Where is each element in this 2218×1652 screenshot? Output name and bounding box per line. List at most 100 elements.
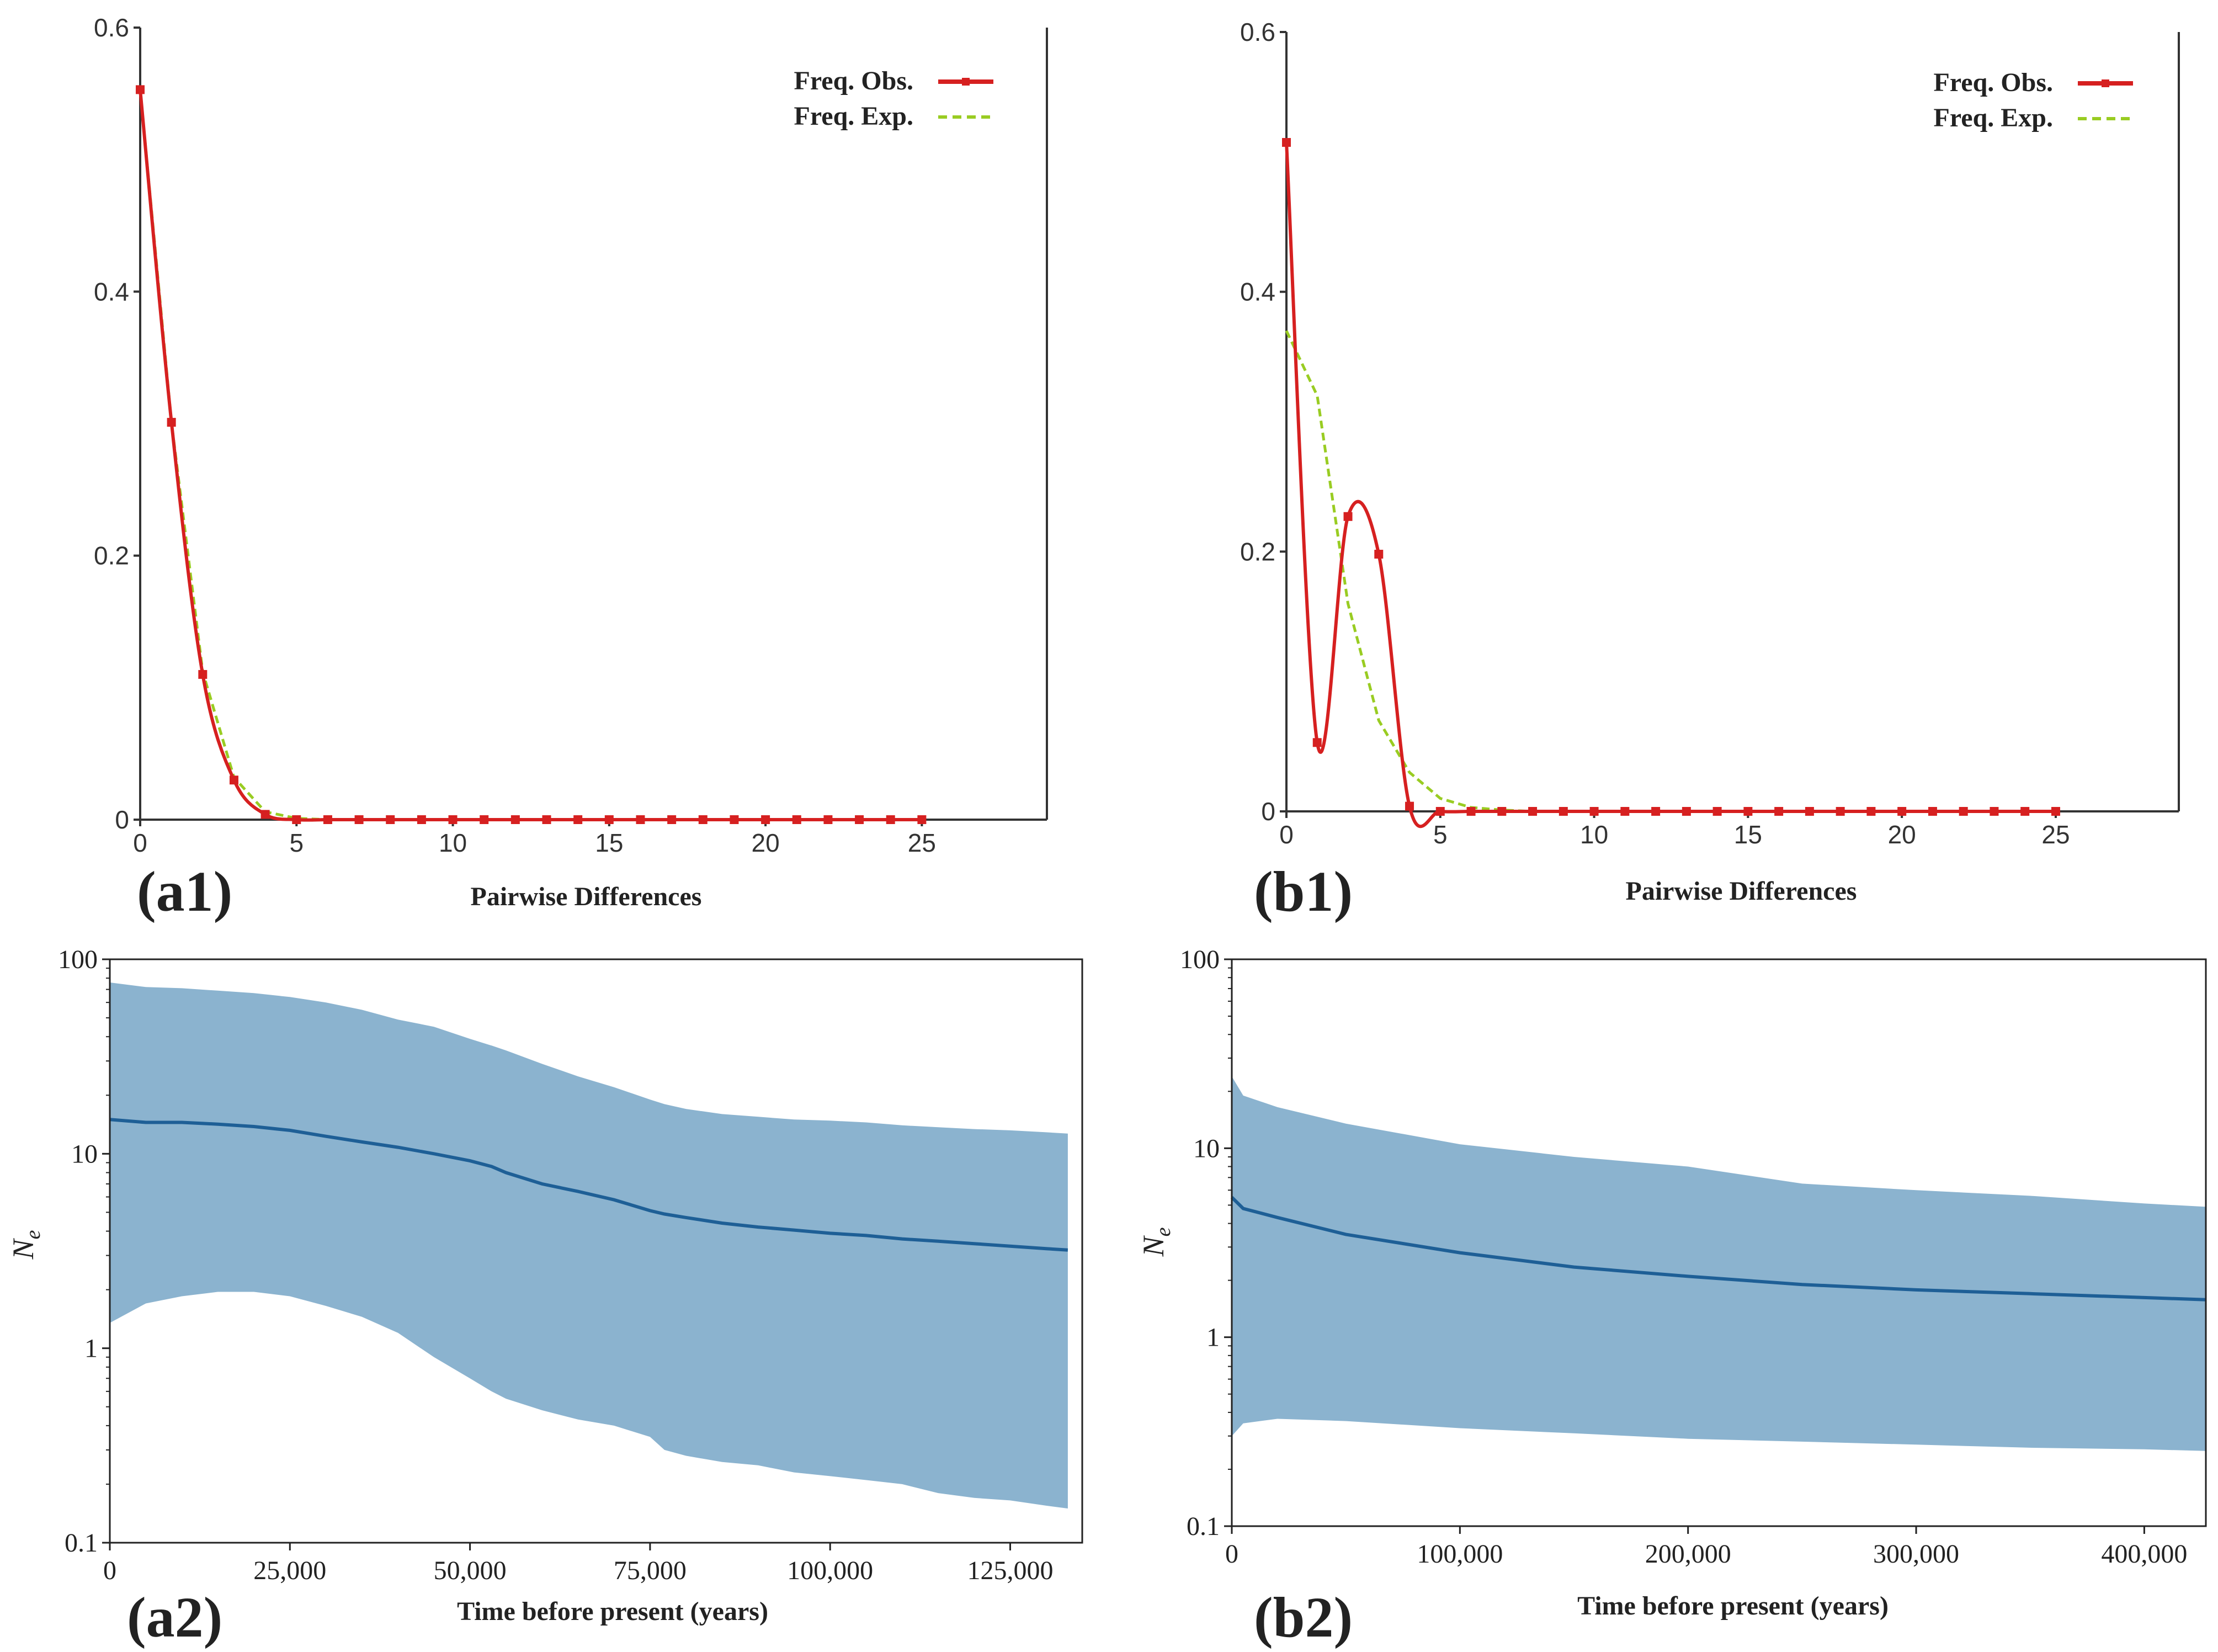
x-tick-label: 0 <box>133 828 147 857</box>
data-point-freq-obs <box>2020 807 2030 816</box>
data-point-freq-obs <box>386 815 395 824</box>
data-point-freq-obs <box>1774 807 1784 816</box>
panel-label: (b2) <box>1254 1586 1353 1649</box>
y-axis-label-subscript: e <box>1152 1227 1175 1236</box>
data-point-freq-obs <box>917 815 927 824</box>
plot-frame <box>1231 958 2207 1527</box>
x-tick-label: 25,000 <box>253 1556 326 1585</box>
x-tick-label: 10 <box>1580 820 1608 849</box>
data-point-freq-obs <box>698 815 708 824</box>
x-tick-label: 20 <box>752 828 780 857</box>
data-point-freq-obs <box>167 418 176 427</box>
data-point-freq-obs <box>448 815 458 824</box>
y-axis-label: Ne <box>1137 1227 1175 1257</box>
x-tick-label: 125,000 <box>967 1556 1053 1585</box>
y-axis-label-subscript: e <box>22 1230 45 1239</box>
data-point-freq-obs <box>1743 807 1753 816</box>
x-tick-label: 15 <box>1734 820 1762 849</box>
hpd-interval-band <box>1232 1076 2206 1451</box>
data-point-freq-obs <box>730 815 739 824</box>
panel-a1: 0 0.2 0.4 0.6 0 5 10 15 20 25 Freq. Obs. Freq. Exp.… <box>94 13 1048 923</box>
x-tick-label: 400,000 <box>2101 1539 2187 1569</box>
x-tick-label: 5 <box>1433 820 1448 849</box>
data-point-freq-obs <box>1836 807 1845 816</box>
panel-b2: 0.1 1 10 100 0 100,000 200,000 300,000 400,000 Ne… <box>1137 945 2207 1649</box>
legend-marker-freq-obs <box>2102 79 2109 87</box>
data-point-freq-obs <box>136 85 145 94</box>
y-tick-label: 10 <box>1193 1134 1220 1163</box>
data-point-freq-obs <box>510 815 520 824</box>
y-tick-label: 1 <box>1206 1323 1220 1352</box>
y-tick-label: 0.6 <box>1240 18 1275 46</box>
x-tick-label: 200,000 <box>1645 1539 1731 1569</box>
panel-label: (a1) <box>137 860 232 923</box>
data-point-freq-obs <box>1497 807 1507 816</box>
x-tick-label: 75,000 <box>614 1556 687 1585</box>
legend-label-freq-obs: Freq. Obs. <box>794 66 913 95</box>
legend-label-freq-exp: Freq. Exp. <box>794 102 913 131</box>
x-axis-label: Pairwise Differences <box>1626 877 1857 906</box>
y-axis-label: Ne <box>7 1230 45 1260</box>
median-ne-line <box>109 1118 1068 1252</box>
x-tick-label: 100,000 <box>787 1556 873 1585</box>
data-point-freq-obs <box>667 815 677 824</box>
panel-a2: 0.1 1 10 100 0 25,000 50,000 75,000 100,000 125,0… <box>7 945 1083 1649</box>
data-point-freq-obs <box>1435 807 1445 816</box>
x-tick-label: 25 <box>2041 820 2070 849</box>
data-point-freq-obs <box>354 815 364 824</box>
y-tick-label: 0 <box>115 805 129 834</box>
data-point-freq-obs <box>1620 807 1630 816</box>
x-axis-label: Time before present (years) <box>1577 1591 1889 1621</box>
data-point-freq-obs <box>886 815 895 824</box>
x-tick-label: 15 <box>595 828 623 857</box>
y-tick-label: 100 <box>1180 945 1220 974</box>
data-point-freq-obs <box>1528 807 1538 816</box>
data-point-freq-obs <box>1312 738 1322 747</box>
y-tick-label: 0.1 <box>1187 1512 1220 1541</box>
data-point-freq-obs <box>1866 807 1876 816</box>
panel-b1: 0 0.2 0.4 0.6 0 5 10 15 20 25 Freq. Obs. Freq. Exp.… <box>1240 18 2180 923</box>
data-point-freq-obs <box>2051 807 2060 816</box>
data-point-freq-obs <box>855 815 864 824</box>
x-tick-label: 20 <box>1888 820 1916 849</box>
y-tick-label: 100 <box>58 945 98 974</box>
x-tick-label: 100,000 <box>1417 1539 1503 1569</box>
data-point-freq-obs <box>260 810 270 819</box>
y-tick-label: 0 <box>1261 797 1275 826</box>
hpd-interval-band <box>110 982 1068 1508</box>
panel-label: (a2) <box>127 1586 222 1649</box>
data-point-freq-obs <box>1559 807 1568 816</box>
data-point-freq-obs <box>229 775 238 785</box>
y-tick-label: 1 <box>84 1334 98 1363</box>
data-point-freq-obs <box>823 815 833 824</box>
data-point-freq-obs <box>1959 807 1968 816</box>
y-tick-label: 0.4 <box>1240 278 1275 306</box>
legend-label-freq-exp: Freq. Exp. <box>1934 103 2053 132</box>
x-tick-label: 0 <box>103 1556 116 1585</box>
data-point-freq-obs <box>1990 807 1999 816</box>
y-tick-label: 0.4 <box>94 277 129 306</box>
data-point-freq-obs <box>1712 807 1722 816</box>
data-point-freq-obs <box>1651 807 1661 816</box>
data-point-freq-obs <box>1682 807 1691 816</box>
data-point-freq-obs <box>636 815 645 824</box>
x-tick-label: 0 <box>1279 820 1294 849</box>
y-axis-label-main: N <box>7 1237 40 1260</box>
x-tick-label: 50,000 <box>434 1556 507 1585</box>
x-axis-label: Time before present (years) <box>457 1597 768 1626</box>
y-tick-label: 0.6 <box>94 13 129 42</box>
x-tick-label: 300,000 <box>1873 1539 1959 1569</box>
y-tick-label: 0.1 <box>65 1528 98 1558</box>
data-point-freq-obs <box>1805 807 1814 816</box>
data-point-freq-obs <box>1405 801 1414 811</box>
x-tick-label: 25 <box>908 828 936 857</box>
data-point-freq-obs <box>480 815 489 824</box>
data-point-freq-obs <box>573 815 583 824</box>
median-ne-line <box>1230 1196 2206 1302</box>
y-axis-label-main: N <box>1137 1235 1170 1257</box>
data-point-freq-obs <box>198 670 208 679</box>
data-point-freq-obs <box>292 815 301 824</box>
y-tick-label: 0.2 <box>1240 537 1275 566</box>
data-point-freq-obs <box>417 815 426 824</box>
